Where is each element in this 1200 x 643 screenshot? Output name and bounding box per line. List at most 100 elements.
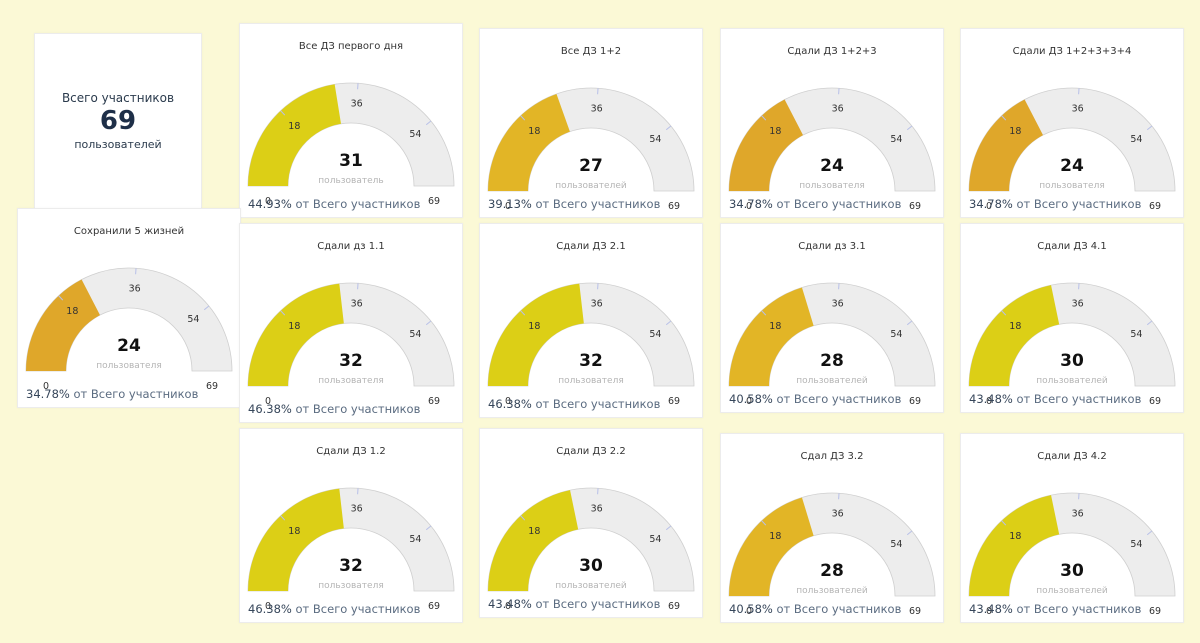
gauge-tick-label: 69 [428,601,440,612]
gauge-tick-label: 18 [769,126,781,137]
gauge-unit: пользователей [555,181,627,191]
gauge-percent-caption: 43.48% от Всего участников [969,392,1141,406]
gauge-percent-suffix: от Всего участников [73,387,199,401]
gauge-value: 27 [579,156,603,176]
gauge-tick-mark [58,295,64,301]
gauge-value: 32 [339,556,363,576]
gauge-percent-caption: 40.58% от Всего участников [729,602,901,616]
gauge-chart: 0 18 36 54 69 32 пользователя [487,282,695,407]
gauge-tick-label: 54 [890,134,902,145]
gauge-title: Все ДЗ 1+2 [560,46,622,57]
gauge-percent-caption: 46.38% от Всего участников [248,402,420,416]
gauge-chart: 0 18 36 54 69 30 пользователей [487,487,695,612]
gauge-title: Сдали ДЗ 1+2+3 [787,46,877,57]
gauge-tick-mark [1146,320,1153,326]
gauge-percent-suffix: от Всего участников [1016,392,1142,406]
gauge-percent-suffix: от Всего участников [535,197,661,211]
gauge-tick-label: 54 [649,534,661,545]
gauge-fill [729,287,814,386]
gauge-tick-label: 18 [288,321,300,332]
gauge-tick-label: 18 [528,526,540,537]
gauge-value: 31 [339,151,363,171]
gauge-card-hw-2-2: Сдали ДЗ 2.2 0 18 36 54 69 30 пользователей 43.4… [479,428,703,618]
gauge-percent-caption: 43.48% от Всего участников [488,597,660,611]
gauge-tick-label: 36 [591,104,603,115]
gauge-chart: 0 18 36 54 69 24 пользователя [25,267,233,392]
gauge-percent-caption: 46.38% от Всего участников [248,602,420,616]
gauge-card-hw-1-1: Сдали дз 1.1 0 18 36 54 69 32 пользователя 46.38… [239,223,463,423]
gauge-percent-value: 40.58% [729,392,773,406]
gauge-fill [488,93,570,191]
gauge-card-hw-4-2: Сдали ДЗ 4.2 0 18 36 54 69 30 пользователей 43.4… [960,433,1184,623]
gauge-card-hw-1-2b: Сдали ДЗ 1.2 0 18 36 54 69 32 пользователя 46.38… [239,428,463,623]
gauge-tick-label: 69 [668,601,680,612]
gauge-title: Сдали дз 3.1 [798,241,866,252]
gauge-value: 24 [117,336,141,356]
gauge-title: Все ДЗ первого дня [298,41,404,52]
gauge-tick-label: 18 [288,526,300,537]
gauge-value: 30 [1060,351,1084,371]
gauge-value: 30 [1060,561,1084,581]
gauge-tick-label: 0 [746,606,752,617]
gauge-card-hw-1-2-3-3-4: Сдали ДЗ 1+2+3+3+4 0 18 36 54 69 24 пользовател… [960,28,1184,218]
gauge-unit: пользователя [318,581,384,591]
gauge-tick-mark [203,305,210,311]
gauge-unit: пользователей [796,376,868,386]
gauge-tick-mark [906,530,913,536]
gauge-card-hw-1-2-3: Сдали ДЗ 1+2+3 0 18 36 54 69 24 пользователя 34.… [720,28,944,218]
gauge-tick-mark [761,310,767,316]
gauge-fill [969,285,1060,386]
gauge-card-hw-3-1: Сдали дз 3.1 0 18 36 54 69 28 пользователей 40.5… [720,223,944,413]
gauge-title: Сдали ДЗ 2.1 [556,241,626,252]
gauge-chart: 0 18 36 54 69 24 пользователя [728,87,936,212]
gauge-tick-label: 36 [129,284,141,295]
gauge-percent-value: 44.93% [248,197,292,211]
gauge-tick-label: 18 [288,121,300,132]
gauge-value: 28 [820,561,844,581]
gauge-tick-label: 0 [505,396,511,407]
gauge-tick-label: 36 [1072,509,1084,520]
gauge-tick-label: 18 [1009,531,1021,542]
gauge-tick-label: 69 [428,396,440,407]
gauge-card-hw-1-2: Все ДЗ 1+2 0 18 36 54 69 27 пользователей 39.13%… [479,28,703,218]
gauge-percent-value: 39.13% [488,197,532,211]
gauge-tick-label: 54 [890,329,902,340]
gauge-tick-label: 69 [909,606,921,617]
gauge-value: 32 [339,351,363,371]
gauge-tick-mark [906,125,913,131]
gauge-tick-label: 18 [769,531,781,542]
gauge-tick-mark [1001,520,1007,526]
gauge-percent-suffix: от Всего участников [535,597,661,611]
gauge-value: 24 [820,156,844,176]
gauge-unit: пользователя [318,376,384,386]
gauge-percent-value: 34.78% [969,197,1013,211]
gauge-tick-label: 36 [351,299,363,310]
gauge-percent-suffix: от Всего участников [295,197,421,211]
gauge-tick-label: 54 [649,134,661,145]
gauge-tick-label: 69 [668,396,680,407]
gauge-chart: 0 18 36 54 69 31 пользователь [247,82,455,207]
gauge-percent-suffix: от Всего участников [295,602,421,616]
gauge-tick-mark [906,320,913,326]
gauge-title: Сдали ДЗ 1+2+3+3+4 [1012,46,1132,57]
gauge-title: Сдали ДЗ 4.1 [1037,241,1107,252]
gauge-unit: пользователя [96,361,162,371]
gauge-percent-suffix: от Всего участников [1016,197,1142,211]
gauge-value: 32 [579,351,603,371]
gauge-fill [248,283,344,386]
gauge-tick-mark [520,310,526,316]
gauge-unit: пользователя [799,181,865,191]
gauge-unit: пользователь [318,176,383,186]
gauge-tick-label: 54 [890,539,902,550]
gauge-tick-label: 54 [409,129,421,140]
gauge-fill [248,488,344,591]
gauge-fill [248,84,342,186]
gauge-percent-value: 43.48% [969,602,1013,616]
gauge-tick-mark [425,525,432,531]
gauge-percent-suffix: от Всего участников [295,402,421,416]
gauge-tick-mark [520,515,526,521]
gauge-unit: пользователей [555,581,627,591]
gauge-fill [969,99,1044,191]
gauge-tick-label: 69 [428,196,440,207]
gauge-chart: 0 18 36 54 69 30 пользователей [968,492,1176,617]
